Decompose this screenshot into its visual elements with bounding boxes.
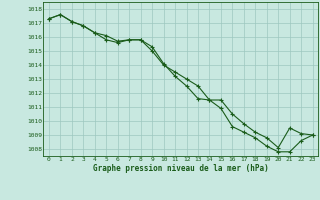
X-axis label: Graphe pression niveau de la mer (hPa): Graphe pression niveau de la mer (hPa) [93, 164, 269, 173]
